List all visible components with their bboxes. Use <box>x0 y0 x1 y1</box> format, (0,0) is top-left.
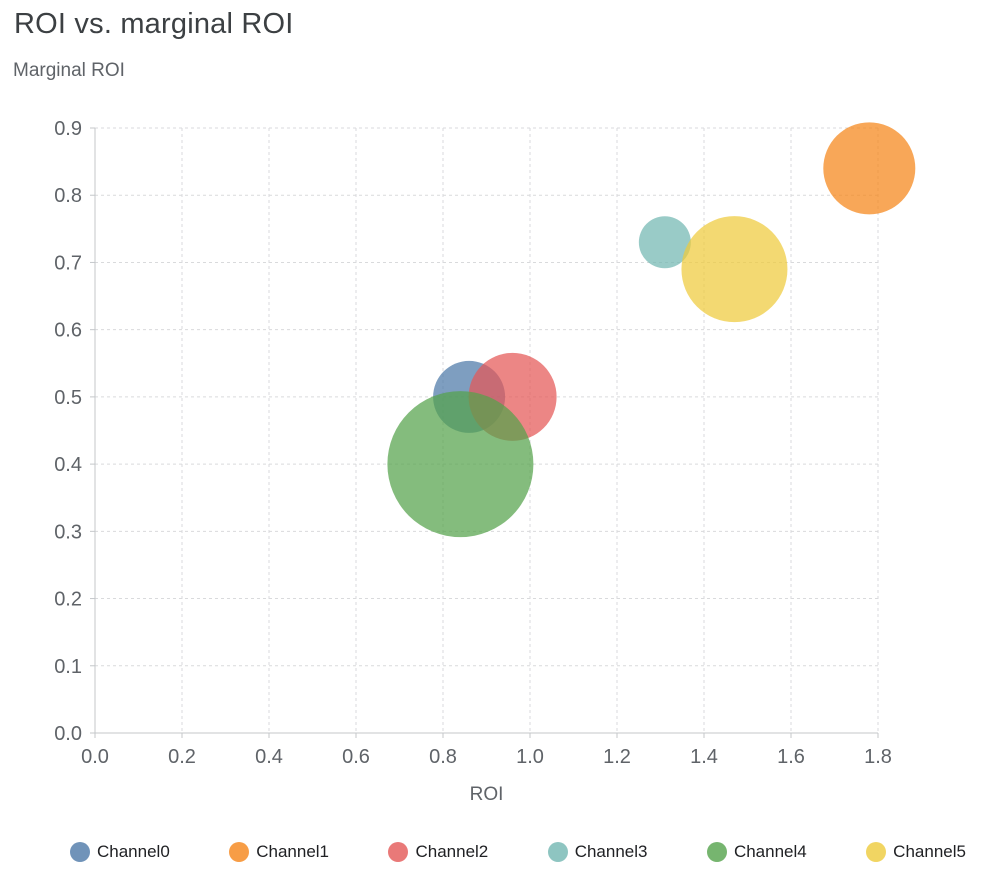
legend-label: Channel5 <box>893 842 966 861</box>
y-axis-title: Marginal ROI <box>13 60 125 81</box>
legend-item-channel1[interactable]: Channel1 <box>229 842 329 862</box>
x-axis-title: ROI <box>470 784 504 805</box>
bubble-channel3[interactable] <box>638 216 691 269</box>
legend-marker-icon <box>70 842 90 862</box>
legend-item-channel3[interactable]: Channel3 <box>547 842 648 862</box>
chart-title: ROI vs. marginal ROI <box>14 8 294 40</box>
x-tick-label: 0.4 <box>255 746 283 768</box>
legend-label: Channel0 <box>97 842 170 861</box>
legend-label: Channel2 <box>415 842 489 861</box>
bubble-chart-canvas: 0.0 0.2 0.4 0.6 0.8 1.0 1.2 1.4 1.6 1.8 0.0 0.1 0.2 0… <box>54 118 916 805</box>
legend-marker-icon <box>547 842 568 862</box>
x-tick-label: 1.8 <box>864 746 892 768</box>
bubble-channel5[interactable] <box>681 216 788 323</box>
legend-item-channel0[interactable]: Channel0 <box>70 842 170 862</box>
x-tick-label: 0.0 <box>81 746 109 768</box>
bubble-channel1[interactable] <box>823 122 916 215</box>
x-tick-label: 0.8 <box>429 746 457 768</box>
legend-item-channel4[interactable]: Channel4 <box>706 842 807 862</box>
legend-item-channel5[interactable]: Channel5 <box>866 842 966 862</box>
legend-marker-icon <box>229 842 250 862</box>
x-tick-label: 1.4 <box>690 746 718 768</box>
y-tick-label: 0.2 <box>54 589 82 611</box>
y-tick-label: 0.3 <box>54 521 82 543</box>
y-tick-label: 0.0 <box>54 723 82 745</box>
y-tick-label: 0.6 <box>54 320 82 342</box>
x-tick-label: 1.6 <box>777 746 805 768</box>
x-tick-label: 1.2 <box>603 746 631 768</box>
bubble-channel4[interactable] <box>387 391 534 538</box>
y-tick-label: 0.8 <box>54 185 82 207</box>
legend-label: Channel1 <box>256 842 330 861</box>
legend-marker-icon <box>866 842 887 862</box>
legend-marker-icon <box>706 842 727 862</box>
legend-label: Channel3 <box>574 842 648 861</box>
chart-legend: Channel0 Channel1 Channel2 Channel3 Channel4… <box>70 842 966 862</box>
legend-item-channel2[interactable]: Channel2 <box>388 842 488 862</box>
x-tick-label: 0.6 <box>342 746 370 768</box>
y-tick-label: 0.7 <box>54 252 82 274</box>
y-tick-label: 0.5 <box>54 387 82 409</box>
y-tick-label: 0.1 <box>54 656 82 678</box>
y-tick-label: 0.9 <box>54 118 82 140</box>
x-tick-label: 0.2 <box>168 746 196 768</box>
legend-marker-icon <box>388 842 409 862</box>
legend-label: Channel4 <box>733 842 807 861</box>
x-tick-label: 1.0 <box>516 746 544 768</box>
y-tick-label: 0.4 <box>54 454 82 476</box>
